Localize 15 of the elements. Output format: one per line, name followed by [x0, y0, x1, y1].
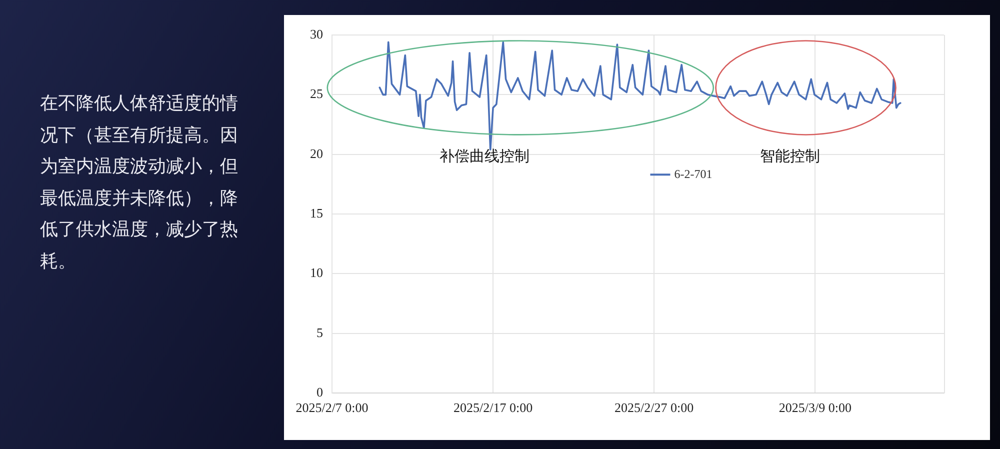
annotation: 智能控制 [760, 148, 820, 165]
y-tick-label: 25 [310, 86, 323, 102]
y-tick-label: 5 [316, 324, 323, 340]
text: 在不降低人体舒适度的情况下（甚至有所提高。因为室内温度波动减小，但最低温度并未降低），降低了供水温度，减少了热耗。 [40, 92, 238, 274]
x-tick-label: 2025/2/7 0:00 [296, 400, 368, 416]
y-tick-label: 20 [310, 146, 323, 161]
x-tick-label: 2025/2/27 0:00 [614, 400, 694, 416]
x-tick-label: 2025/3/9 0:00 [778, 400, 852, 416]
annotation: 补偿曲线控制 [439, 148, 530, 165]
legend-label: 6-2-701 [674, 166, 712, 181]
y-tick-label: 30 [310, 26, 323, 42]
y-tick-label: 15 [310, 205, 323, 220]
y-tick-label: 0 [316, 384, 323, 400]
y-tick-label: 10 [310, 265, 323, 280]
x-tick-label: 2025/2/17 0:00 [454, 400, 533, 416]
